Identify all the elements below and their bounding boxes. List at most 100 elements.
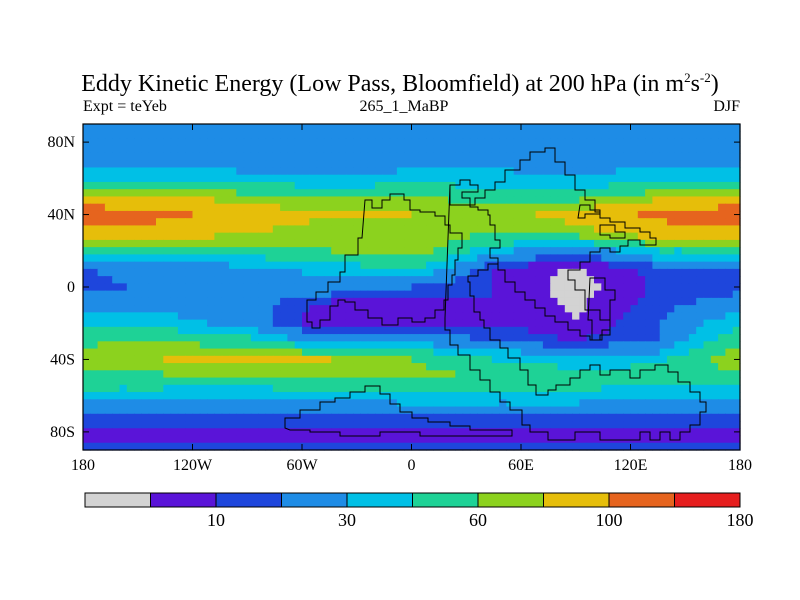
field-cell: [608, 189, 617, 198]
field-cell: [294, 384, 303, 393]
field-cell: [696, 370, 705, 379]
field-cell: [221, 334, 230, 342]
field-cell: [542, 392, 551, 400]
field-cell: [506, 196, 515, 205]
field-cell: [353, 181, 361, 190]
field-cell: [331, 189, 340, 198]
field-cell: [163, 261, 172, 270]
field-cell: [360, 363, 369, 371]
field-cell: [104, 145, 113, 154]
field-cell: [360, 268, 369, 277]
field-cell: [703, 384, 712, 393]
field-cell: [236, 232, 245, 241]
field-cell: [688, 435, 697, 444]
field-cell: [645, 210, 653, 219]
field-cell: [294, 203, 303, 212]
field-cell: [542, 442, 551, 451]
field-cell: [141, 167, 150, 176]
field-cell: [156, 276, 164, 284]
field-cell: [382, 413, 391, 422]
field-cell: [462, 138, 471, 147]
field-cell: [718, 268, 726, 277]
field-cell: [199, 131, 208, 140]
field-cell: [528, 363, 537, 371]
field-cell: [594, 377, 602, 386]
field-cell: [119, 312, 128, 321]
field-cell: [141, 203, 150, 212]
field-cell: [469, 435, 478, 444]
field-cell: [477, 370, 486, 379]
field-cell: [90, 442, 99, 451]
field-cell: [119, 189, 128, 198]
field-cell: [97, 218, 106, 227]
field-cell: [718, 341, 726, 350]
field-cell: [83, 225, 91, 234]
field-cell: [360, 326, 369, 335]
field-cell: [323, 189, 332, 198]
field-cell: [579, 435, 588, 444]
field-cell: [513, 421, 522, 429]
field-cell: [710, 145, 719, 154]
field-cell: [681, 297, 690, 306]
field-cell: [353, 232, 361, 241]
field-cell: [630, 189, 639, 198]
field-cell: [353, 442, 361, 451]
field-cell: [491, 406, 500, 415]
field-cell: [659, 355, 668, 364]
field-cell: [674, 399, 683, 408]
field-cell: [440, 254, 449, 263]
field-cell: [345, 428, 354, 437]
field-cell: [615, 232, 624, 241]
field-cell: [214, 225, 223, 234]
field-cell: [112, 189, 121, 198]
field-cell: [265, 276, 274, 284]
field-cell: [586, 167, 595, 176]
field-cell: [83, 341, 91, 350]
field-cell: [703, 421, 712, 429]
field-cell: [718, 392, 726, 400]
field-cell: [389, 312, 398, 321]
field-cell: [90, 421, 99, 429]
field-cell: [294, 442, 303, 451]
field-cell: [382, 290, 391, 299]
field-cell: [469, 181, 478, 190]
field-cell: [674, 305, 683, 313]
field-cell: [586, 145, 595, 154]
field-cell: [528, 239, 537, 248]
field-cell: [630, 305, 639, 313]
field-cell: [163, 370, 172, 379]
field-cell: [564, 239, 573, 248]
field-cell: [499, 413, 507, 422]
field-cell: [542, 225, 551, 234]
field-cell: [404, 174, 413, 183]
field-cell: [608, 413, 617, 422]
field-cell: [491, 319, 500, 328]
field-cell: [528, 312, 537, 321]
field-cell: [229, 348, 237, 357]
field-cell: [608, 268, 617, 277]
field-cell: [309, 210, 318, 219]
field-cell: [667, 225, 675, 234]
field-cell: [732, 297, 741, 306]
field-cell: [564, 232, 573, 241]
field-cell: [586, 312, 595, 321]
field-cell: [104, 290, 113, 299]
field-cell: [506, 203, 515, 212]
field-cell: [652, 413, 661, 422]
field-cell: [674, 152, 683, 161]
field-cell: [323, 305, 332, 313]
colorbar-swatch: [477, 492, 544, 508]
field-cell: [652, 254, 661, 263]
field-cell: [455, 167, 464, 176]
field-cell: [258, 232, 267, 241]
field-cell: [272, 174, 281, 183]
field-cell: [433, 254, 442, 263]
field-cell: [353, 341, 361, 350]
field-cell: [214, 232, 223, 241]
field-cell: [126, 406, 135, 415]
field-cell: [630, 152, 639, 161]
field-cell: [710, 232, 719, 241]
field-cell: [681, 326, 690, 335]
field-cell: [674, 124, 683, 132]
field-cell: [645, 196, 653, 205]
